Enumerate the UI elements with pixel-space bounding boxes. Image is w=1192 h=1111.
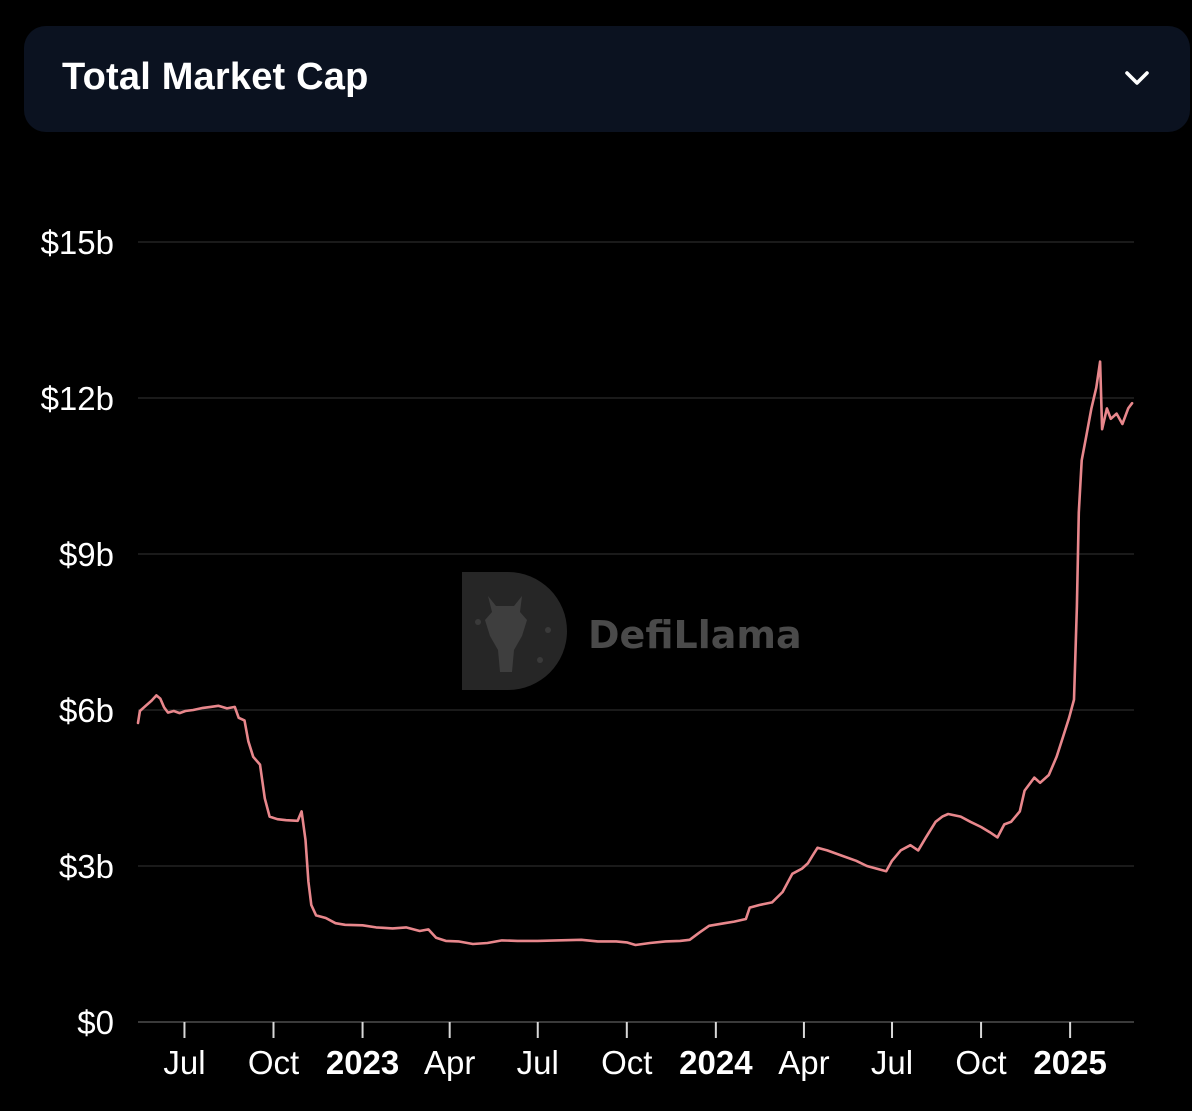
series-line-market-cap — [136, 360, 1134, 947]
chart-title: Total Market Cap — [62, 56, 369, 98]
watermark: DefiLlama — [462, 572, 802, 690]
x-tick-label: Oct — [955, 1044, 1006, 1081]
y-tick-label: $12b — [41, 380, 114, 417]
y-tick-label: $0 — [77, 1004, 114, 1041]
llama-logo-icon — [462, 572, 567, 690]
x-tick-label: Apr — [778, 1044, 829, 1081]
x-tick-label: Jul — [163, 1044, 205, 1081]
y-tick-label: $3b — [59, 848, 114, 885]
x-tick-label: 2025 — [1033, 1044, 1106, 1081]
x-tick-label: Jul — [517, 1044, 559, 1081]
x-tick-label: Oct — [601, 1044, 652, 1081]
y-tick-label: $15b — [41, 224, 114, 261]
chart-header[interactable]: Total Market Cap — [24, 26, 1190, 132]
y-tick-label: $6b — [59, 692, 114, 729]
x-tick-label: 2023 — [326, 1044, 399, 1081]
x-tick-label: 2024 — [679, 1044, 753, 1081]
x-axis-ticks: Jul Oct 2023 Apr Jul Oct 2024 Apr Jul Oct 2025 — [163, 1022, 1107, 1081]
x-tick-label: Jul — [871, 1044, 913, 1081]
x-tick-label: Oct — [248, 1044, 299, 1081]
watermark-text: DefiLlama — [588, 613, 802, 657]
gridlines — [138, 241, 1134, 867]
y-axis-ticks: $0 $3b $6b $9b $12b $15b — [41, 224, 114, 1041]
x-tick-label: Apr — [424, 1044, 475, 1081]
y-tick-label: $9b — [59, 536, 114, 573]
chevron-down-icon[interactable] — [1122, 66, 1152, 92]
